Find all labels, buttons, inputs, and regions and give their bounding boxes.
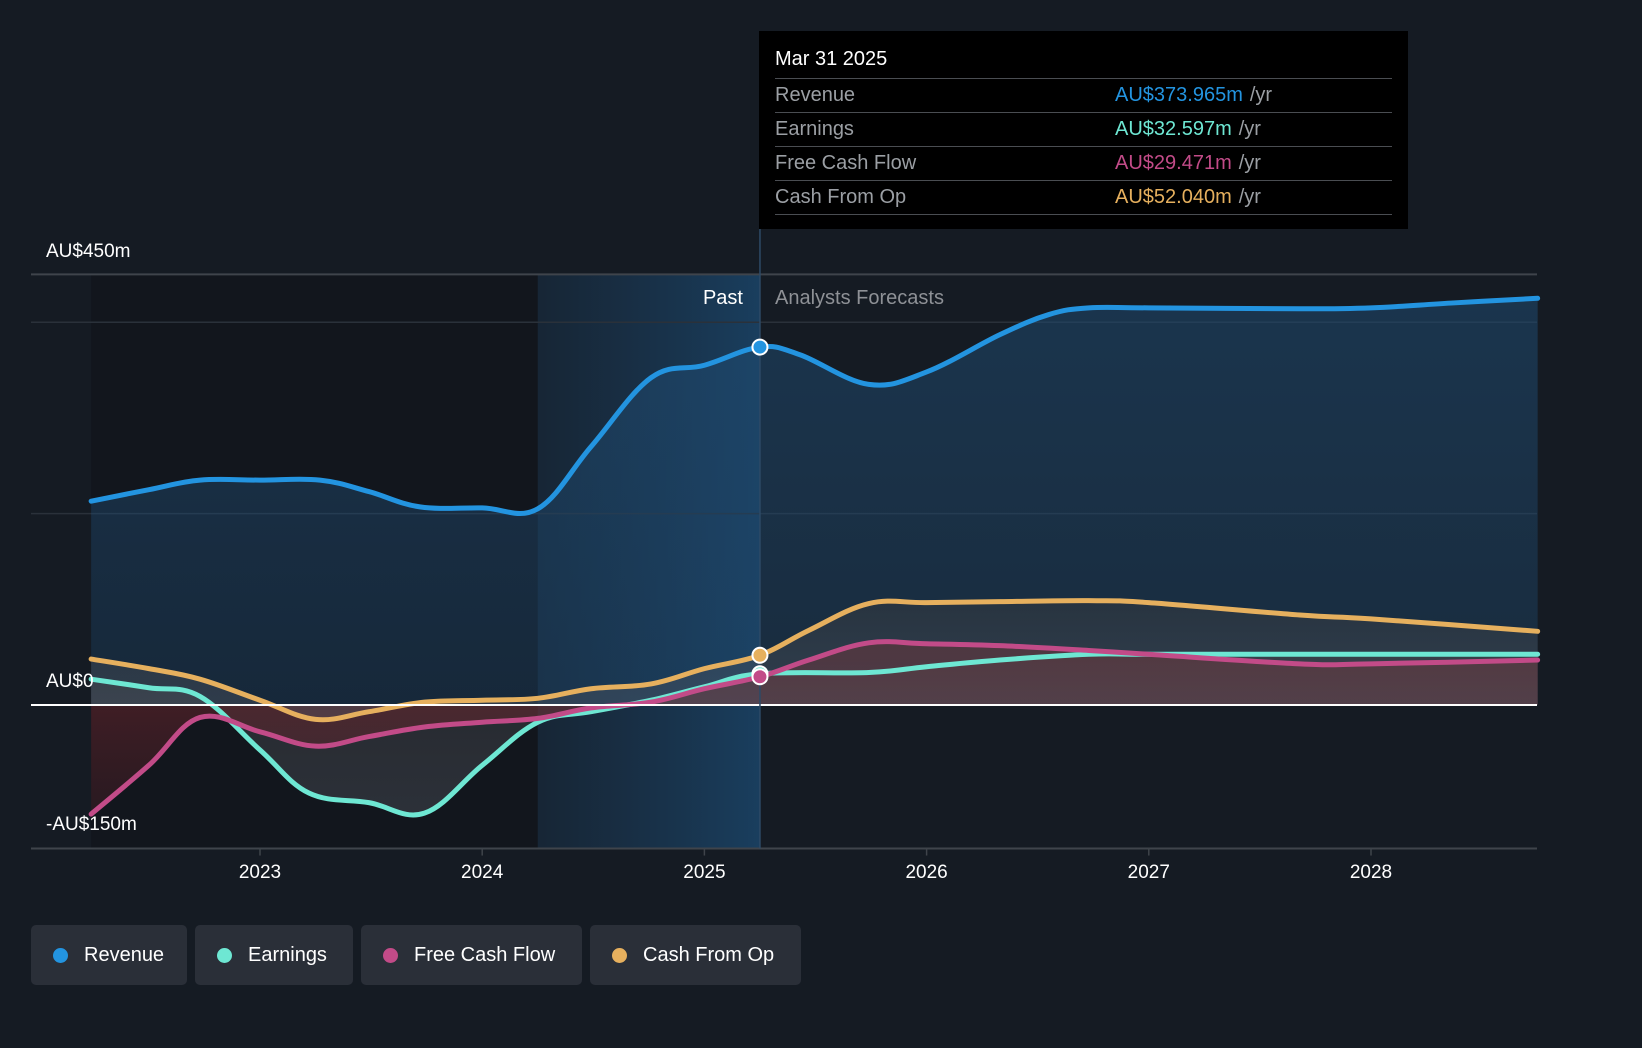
tooltip-date: Mar 31 2025 xyxy=(775,48,888,70)
tooltip-value: AU$373.965m xyxy=(1115,84,1243,106)
free-cash-flow-dot-icon xyxy=(383,947,398,963)
earnings-dot-icon xyxy=(217,947,232,963)
legend-item-earnings[interactable]: Earnings xyxy=(195,925,353,985)
legend-item-revenue[interactable]: Revenue xyxy=(31,925,187,985)
tooltip-value: AU$52.040m xyxy=(1115,186,1232,208)
tooltip-label: Cash From Op xyxy=(775,186,907,208)
revenue-marker[interactable] xyxy=(751,338,769,356)
y-tick-label-top: AU$450m xyxy=(46,241,131,262)
x-tick-label: 2028 xyxy=(1349,862,1393,883)
cash-from-op-dot-icon xyxy=(612,947,627,963)
x-tick-label: 2024 xyxy=(461,862,504,883)
x-tick-label: 2023 xyxy=(238,862,282,883)
past-label: Past xyxy=(702,287,743,309)
legend-item-free-cash-flow[interactable]: Free Cash Flow xyxy=(361,925,582,985)
legend-label: Cash From Op xyxy=(643,943,775,966)
legend: Revenue Earnings Free Cash Flow Cash Fro… xyxy=(31,925,801,985)
x-tick-label: 2025 xyxy=(683,862,726,883)
tooltip-label: Free Cash Flow xyxy=(775,152,917,174)
tooltip-unit: /yr xyxy=(1238,186,1261,208)
legend-label: Revenue xyxy=(84,943,165,966)
tooltip-unit: /yr xyxy=(1249,84,1273,106)
tooltip-unit: /yr xyxy=(1238,118,1261,140)
tooltip-row-revenue: Revenue AU$373.965m /yr xyxy=(775,78,1392,112)
free-cash-flow-line xyxy=(88,639,1541,817)
legend-label: Free Cash Flow xyxy=(414,943,556,966)
tooltip-label: Earnings xyxy=(775,118,854,140)
cash-from-op-line xyxy=(88,598,1541,723)
tooltip-value: AU$32.597m xyxy=(1115,118,1232,140)
y-tick-label-zero: AU$0 xyxy=(46,671,94,692)
forecast-label: Analysts Forecasts xyxy=(775,287,944,309)
tooltip-value: AU$29.471m xyxy=(1115,152,1232,174)
free-cash-flow-marker[interactable] xyxy=(751,668,769,686)
tooltip: Mar 31 2025 Revenue AU$373.965m /yr Earn… xyxy=(759,31,1408,229)
cash-from-op-marker[interactable] xyxy=(751,646,769,664)
tooltip-row-cash-from-op: Cash From Op AU$52.040m /yr xyxy=(775,180,1392,215)
legend-label: Earnings xyxy=(248,943,327,966)
x-tick-label: 2026 xyxy=(905,862,948,883)
tooltip-row-free-cash-flow: Free Cash Flow AU$29.471m /yr xyxy=(775,146,1392,180)
tooltip-label: Revenue xyxy=(775,84,856,106)
x-tick-label: 2027 xyxy=(1127,862,1170,883)
legend-item-cash-from-op[interactable]: Cash From Op xyxy=(590,925,801,985)
tooltip-unit: /yr xyxy=(1238,152,1261,174)
y-tick-label-bottom: -AU$150m xyxy=(46,814,137,835)
tooltip-row-earnings: Earnings AU$32.597m /yr xyxy=(775,112,1392,146)
revenue-dot-icon xyxy=(53,947,68,963)
